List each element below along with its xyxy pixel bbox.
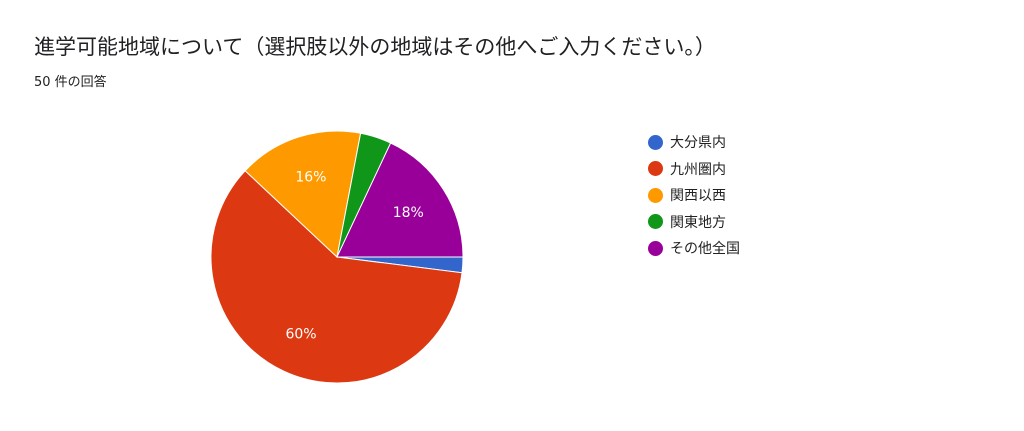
slice-label-5: 18% — [393, 205, 424, 221]
slice-label-2: 60% — [285, 326, 316, 342]
legend-label: 大分県内 — [670, 135, 726, 152]
legend-item-4[interactable]: 関東地方 — [648, 209, 740, 236]
legend-swatch-icon — [648, 240, 663, 256]
legend-item-1[interactable]: 大分県内 — [648, 129, 740, 156]
legend-label: 九州圏内 — [670, 161, 726, 178]
slice-label-3: 16% — [295, 170, 326, 186]
chart-title: 進学可能地域について（選択肢以外の地域はその他へご入力ください。） — [34, 35, 716, 59]
legend-swatch-icon — [648, 134, 663, 150]
response-count: 50 件の回答 — [34, 75, 107, 90]
legend-label: 関西以西 — [670, 188, 726, 205]
legend-swatch-icon — [648, 187, 663, 203]
legend-swatch-icon — [648, 214, 663, 230]
pie-slice-5[interactable] — [336, 142, 464, 258]
legend-item-5[interactable]: その他全国 — [648, 235, 740, 262]
legend-label: その他全国 — [670, 241, 740, 258]
pie-slice-labels: 60% 16% 18% — [285, 170, 423, 343]
legend: 大分県内九州圏内関西以西関東地方その他全国 — [648, 129, 740, 262]
legend-label: 関東地方 — [670, 214, 726, 231]
legend-item-3[interactable]: 関西以西 — [648, 182, 740, 209]
legend-item-2[interactable]: 九州圏内 — [648, 156, 740, 183]
pie-slice-2[interactable] — [210, 170, 463, 384]
legend-swatch-icon — [648, 161, 663, 177]
pie-slices — [210, 130, 464, 384]
pie-slice-3[interactable] — [244, 130, 362, 258]
